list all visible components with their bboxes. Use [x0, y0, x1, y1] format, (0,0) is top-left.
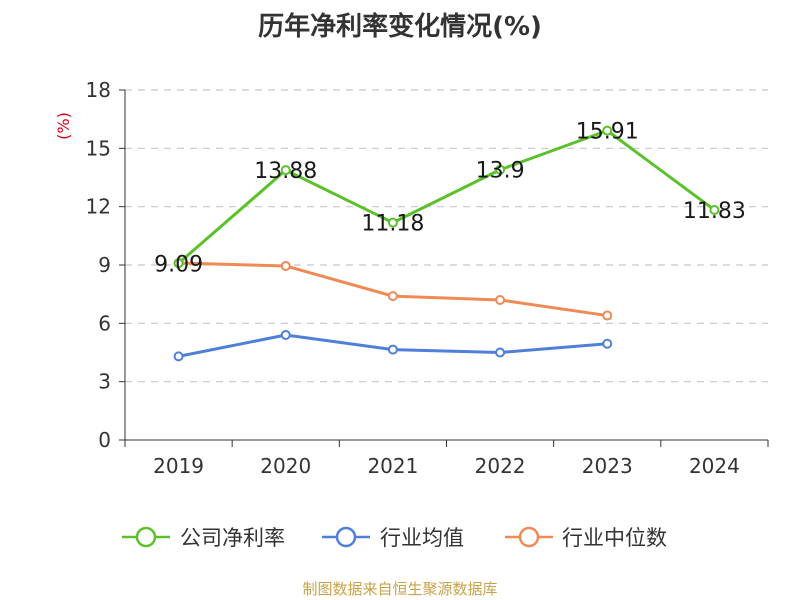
- data-labels: 9.09 13.88 11.18 13.9 15.91 11.83: [154, 120, 746, 278]
- y-tick-label: 3: [98, 370, 111, 394]
- legend-item-1: 行业均值: [322, 526, 464, 550]
- legend-marker: [518, 526, 540, 548]
- x-tick-label-2020: 2020: [260, 454, 311, 478]
- data-label-2024: 11.83: [683, 199, 746, 224]
- legend-marker: [335, 526, 357, 548]
- legend-marker: [135, 526, 157, 548]
- legend-label: 行业均值: [380, 526, 464, 550]
- y-axis-unit: (%): [54, 112, 73, 140]
- y-tick-label: 12: [86, 195, 111, 219]
- x-tick-label-2019: 2019: [153, 454, 204, 478]
- series-lines: [173, 125, 720, 362]
- data-label-2019: 9.09: [154, 252, 203, 277]
- y-tick-label: 0: [98, 428, 111, 452]
- axes: 0 3 6 9 12 15 18 2019 2020 2021 2022 2023 2024: [86, 78, 769, 478]
- data-point: [495, 164, 506, 175]
- data-point: [387, 344, 398, 355]
- x-tick-label-2024: 2024: [689, 454, 740, 478]
- data-label-2021: 11.18: [361, 212, 424, 237]
- y-tick-label: 15: [86, 136, 111, 160]
- chart-title: 历年净利率变化情况(%): [258, 12, 542, 42]
- data-point: [280, 330, 291, 340]
- x-tick-label-2022: 2022: [475, 454, 526, 478]
- data-point: [602, 125, 613, 136]
- data-point: [495, 347, 506, 358]
- x-tick-label-2021: 2021: [367, 454, 418, 478]
- y-tick-label: 9: [98, 253, 111, 277]
- legend: 公司净利率 行业均值 行业中位数: [122, 526, 667, 550]
- legend-label: 行业中位数: [562, 526, 667, 550]
- data-point: [602, 338, 613, 349]
- legend-item-2: 行业中位数: [505, 526, 667, 550]
- data-label-2020: 13.88: [254, 159, 317, 184]
- data-point: [173, 258, 184, 269]
- series-line-2: [178, 261, 608, 318]
- data-source-note: 制图数据来自恒生聚源数据库: [302, 580, 498, 598]
- data-point: [173, 351, 184, 362]
- legend-item-0: 公司净利率: [122, 526, 285, 550]
- data-point: [280, 165, 291, 176]
- data-point: [602, 310, 613, 321]
- data-point: [387, 291, 398, 302]
- grid-lines: [125, 89, 768, 383]
- series-line-0: [177, 129, 716, 265]
- y-tick-label: 6: [98, 311, 111, 335]
- data-label-2023: 15.91: [576, 120, 639, 145]
- y-tick-label: 18: [86, 78, 111, 102]
- data-point: [280, 260, 291, 271]
- data-point: [387, 217, 398, 228]
- data-label-2022: 13.9: [476, 159, 525, 184]
- x-tick-label-2023: 2023: [582, 454, 633, 478]
- legend-label: 公司净利率: [180, 526, 285, 550]
- data-point: [495, 295, 506, 305]
- data-point: [709, 204, 720, 215]
